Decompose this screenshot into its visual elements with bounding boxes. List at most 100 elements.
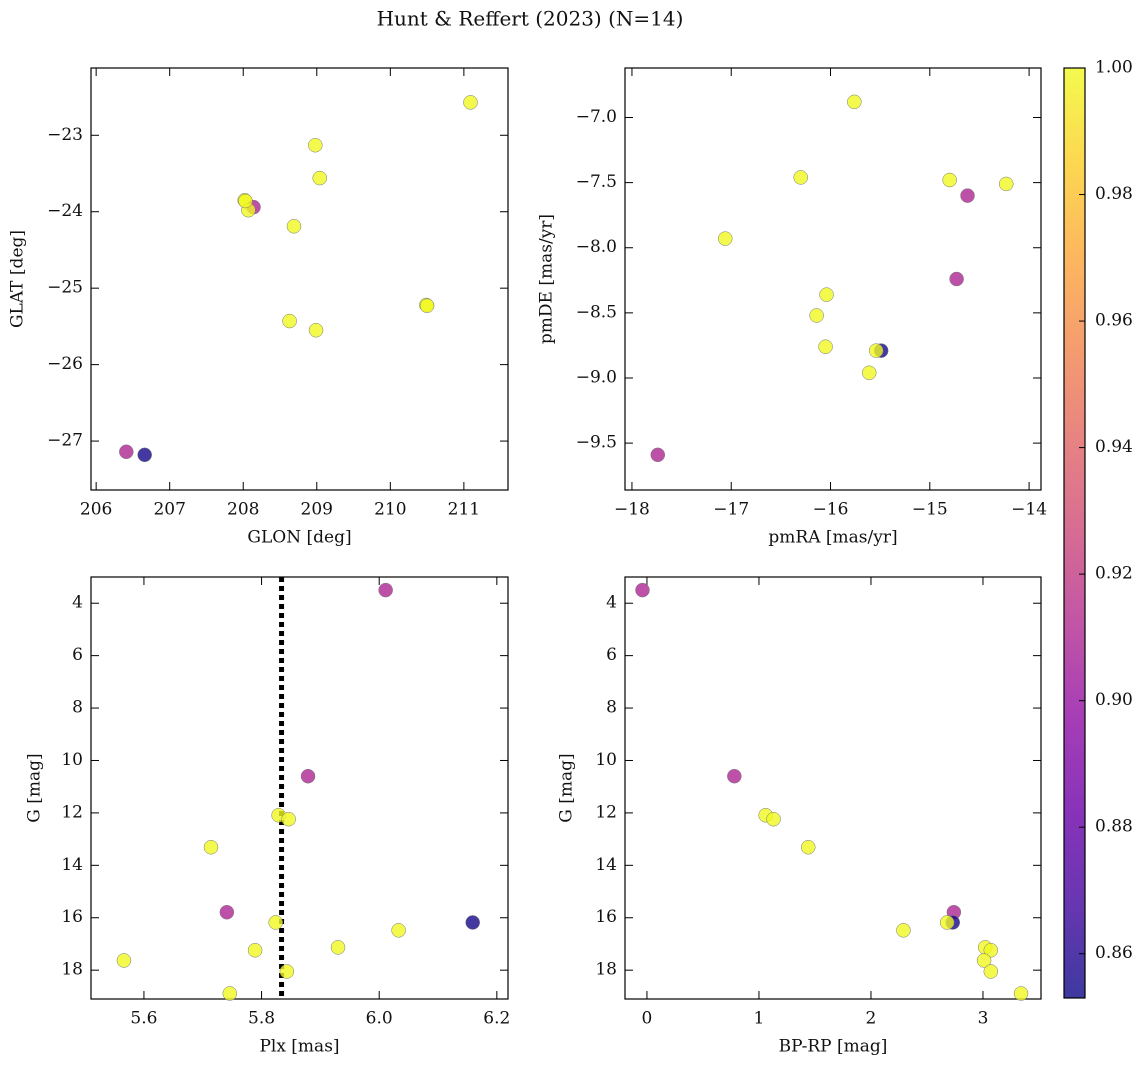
figure-title: Hunt & Reffert (2023) (N=14) xyxy=(377,7,684,31)
x-tick-label: 211 xyxy=(448,500,480,520)
y-tick-label: −25 xyxy=(47,278,83,298)
data-point xyxy=(222,986,238,1001)
x-axis-label: Plx [mas] xyxy=(259,1037,339,1057)
y-tick-label: 12 xyxy=(61,802,83,822)
colorbar-tick-label: 0.94 xyxy=(1095,437,1133,457)
data-point xyxy=(116,953,132,968)
data-point xyxy=(727,768,742,784)
x-tick-label: −14 xyxy=(1011,500,1047,520)
y-axis-label: pmDE [mas/yr] xyxy=(537,214,557,344)
y-axis-label: GLAT [deg] xyxy=(8,230,28,328)
data-point xyxy=(793,170,808,185)
data-point xyxy=(819,287,834,302)
data-point xyxy=(268,915,283,930)
y-tick-label: 18 xyxy=(595,960,617,980)
y-tick-label: −7.0 xyxy=(576,107,617,127)
y-tick-label: 18 xyxy=(61,960,83,980)
data-point xyxy=(1013,986,1029,1001)
data-point xyxy=(281,811,296,827)
colorbar-tick-label: 1.00 xyxy=(1095,58,1133,78)
x-tick-label: 0 xyxy=(642,1009,653,1029)
y-axis-label: G [mag] xyxy=(557,753,577,822)
plot-frame xyxy=(624,67,1042,491)
plot-frame xyxy=(90,576,509,1000)
plot-frame xyxy=(624,576,1042,1000)
plot-frame xyxy=(90,67,509,491)
colorbar-tick-label: 0.86 xyxy=(1095,943,1133,963)
data-point xyxy=(203,839,219,855)
y-tick-label: 6 xyxy=(72,645,83,665)
y-tick-label: 16 xyxy=(595,907,617,927)
y-tick-label: 14 xyxy=(595,855,617,875)
colorbar-tick-label: 0.98 xyxy=(1095,184,1133,204)
y-tick-label: 8 xyxy=(72,698,83,718)
data-point xyxy=(282,313,297,329)
y-tick-label: 12 xyxy=(595,802,617,822)
x-tick-label: 3 xyxy=(978,1009,989,1029)
y-tick-label: 6 xyxy=(606,645,617,665)
data-point xyxy=(330,940,346,955)
data-point xyxy=(119,444,134,460)
data-point xyxy=(308,322,324,338)
data-point xyxy=(949,271,964,287)
data-point xyxy=(960,188,975,203)
y-tick-label: 4 xyxy=(72,593,83,613)
x-axis-label: GLON [deg] xyxy=(247,528,351,548)
data-point xyxy=(465,915,480,930)
y-tick-label: −8.5 xyxy=(576,302,617,322)
x-tick-label: −16 xyxy=(813,500,849,520)
data-point xyxy=(238,193,253,209)
x-tick-label: 206 xyxy=(80,500,112,520)
data-point xyxy=(861,365,877,381)
data-point xyxy=(650,447,666,463)
y-tick-label: 14 xyxy=(61,855,83,875)
data-point xyxy=(247,942,263,958)
y-tick-label: −9.0 xyxy=(576,367,617,387)
x-tick-label: 210 xyxy=(374,500,406,520)
x-tick-label: 207 xyxy=(153,500,185,520)
y-tick-label: −26 xyxy=(47,354,83,374)
data-point xyxy=(137,447,152,463)
data-point xyxy=(800,839,816,855)
data-point xyxy=(378,582,393,598)
y-tick-label: 10 xyxy=(61,750,83,770)
y-tick-label: −27 xyxy=(47,431,83,451)
data-point xyxy=(718,231,733,246)
colorbar-tick-label: 0.88 xyxy=(1095,817,1133,837)
data-point xyxy=(312,170,327,186)
data-point xyxy=(999,176,1014,192)
colorbar-tick-label: 0.92 xyxy=(1095,564,1133,584)
x-tick-label: 6.2 xyxy=(483,1009,510,1029)
x-tick-label: 1 xyxy=(754,1009,765,1029)
y-tick-label: 16 xyxy=(61,907,83,927)
x-axis-label: BP-RP [mag] xyxy=(779,1037,888,1057)
data-point xyxy=(219,904,235,920)
colorbar-tick-label: 0.90 xyxy=(1095,690,1133,710)
y-tick-label: 4 xyxy=(606,593,617,613)
x-tick-label: 209 xyxy=(301,500,333,520)
y-tick-label: 10 xyxy=(595,750,617,770)
data-point xyxy=(896,923,911,938)
y-tick-label: −23 xyxy=(47,125,83,145)
data-point xyxy=(391,923,406,938)
data-point xyxy=(300,768,316,784)
data-point xyxy=(983,964,999,979)
y-tick-label: −8.0 xyxy=(576,237,617,257)
data-point xyxy=(766,811,781,827)
data-point xyxy=(868,343,884,358)
y-tick-label: 8 xyxy=(606,698,617,718)
data-point xyxy=(942,172,957,188)
data-point xyxy=(983,942,999,958)
x-tick-label: 5.6 xyxy=(130,1009,157,1029)
data-point xyxy=(419,298,435,314)
y-tick-label: −9.5 xyxy=(576,433,617,453)
y-axis-label: G [mag] xyxy=(25,753,45,822)
colorbar-tick-label: 0.96 xyxy=(1095,311,1133,331)
x-tick-label: 6.0 xyxy=(366,1009,393,1029)
x-tick-label: −18 xyxy=(614,500,650,520)
x-tick-label: 208 xyxy=(227,500,259,520)
data-point xyxy=(818,339,833,354)
data-point xyxy=(308,137,323,153)
